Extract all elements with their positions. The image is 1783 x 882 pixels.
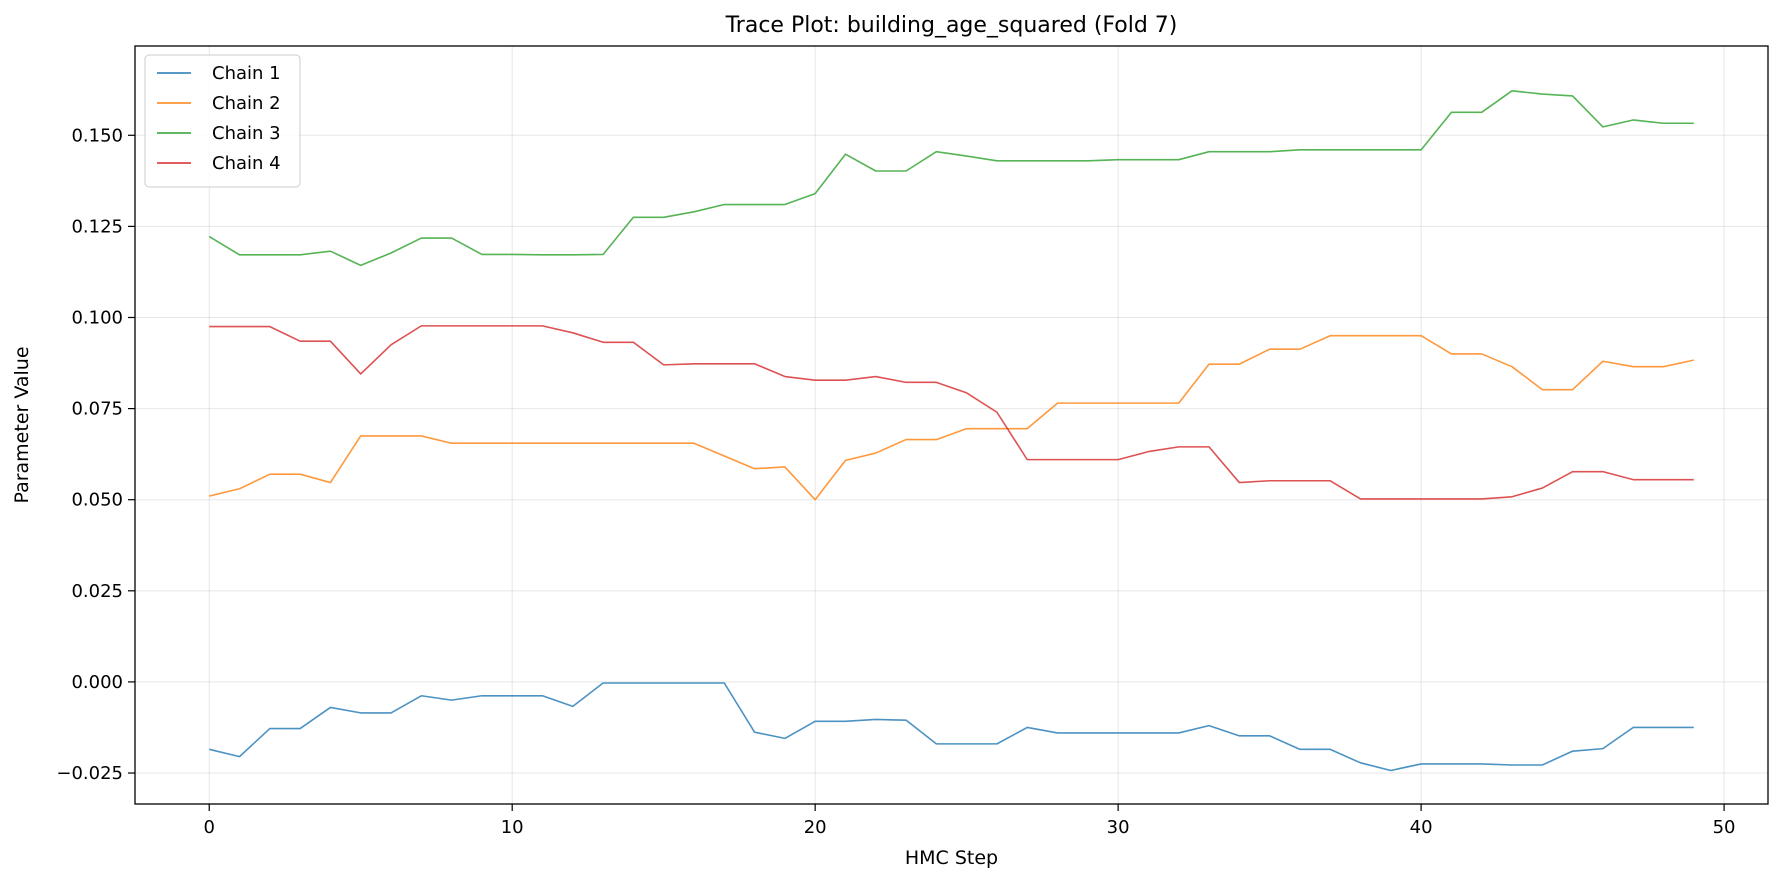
- y-tick-label: 0.125: [71, 216, 123, 237]
- y-tick-label: 0.050: [71, 490, 123, 511]
- x-tick-label: 20: [804, 817, 827, 838]
- legend-entry-label: Chain 2: [212, 93, 281, 114]
- y-tick-label: 0.075: [71, 399, 123, 420]
- series-line-chain-2: [209, 334, 1694, 501]
- chart-title: Trace Plot: building_age_squared (Fold 7…: [725, 13, 1178, 38]
- x-tick-label: 50: [1713, 817, 1736, 838]
- legend-entry-label: Chain 3: [212, 123, 281, 144]
- x-axis-ticks: 0 10 20 30 40 50: [204, 804, 1736, 838]
- y-axis-ticks: −0.025 0.000 0.025 0.050 0.075 0.100 0.125 0.15…: [56, 125, 135, 784]
- series-line-chain-4: [209, 325, 1694, 500]
- series-line-chain-3: [208, 90, 1694, 267]
- series-line-chain-1: [209, 682, 1694, 772]
- legend: Chain 1 Chain 2 Chain 3 Chain 4: [144, 54, 301, 188]
- y-tick-label: 0.025: [71, 581, 123, 602]
- y-axis-label: Parameter Value: [11, 346, 33, 503]
- y-tick-label: 0.100: [71, 307, 123, 328]
- y-tick-label: −0.025: [56, 763, 123, 784]
- legend-entry-label: Chain 1: [212, 63, 281, 84]
- x-tick-label: 40: [1410, 817, 1433, 838]
- series-lines: [208, 90, 1694, 772]
- plot-area-frame: [134, 45, 1769, 805]
- y-tick-label: 0.150: [71, 125, 123, 146]
- legend-entry-label: Chain 4: [212, 153, 281, 174]
- x-axis-label: HMC Step: [905, 847, 998, 869]
- grid: [135, 46, 1768, 804]
- legend-box: [144, 54, 301, 188]
- x-tick-label: 0: [204, 817, 215, 838]
- x-tick-label: 30: [1107, 817, 1130, 838]
- y-tick-label: 0.000: [71, 672, 123, 693]
- x-tick-label: 10: [501, 817, 524, 838]
